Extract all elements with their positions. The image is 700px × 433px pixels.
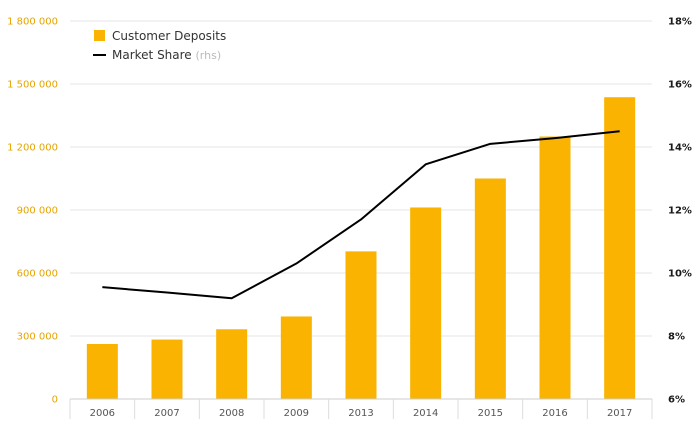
x-axis-tick-label: 2006 xyxy=(90,408,115,419)
right-axis-tick-label: 16% xyxy=(668,80,692,91)
left-axis-tick-label: 1 500 000 xyxy=(7,80,58,91)
x-axis-tick-label: 2017 xyxy=(607,408,632,419)
left-axis-tick-label: 300 000 xyxy=(17,332,58,343)
line-series xyxy=(102,130,620,300)
right-axis-tick-label: 14% xyxy=(668,143,692,154)
bar-customer-deposits xyxy=(345,251,377,399)
x-axis-tick-label: 2014 xyxy=(413,408,438,419)
x-axis-tick-label: 2007 xyxy=(154,408,179,419)
bar-customer-deposits xyxy=(604,97,636,399)
right-axis-tick-label: 18% xyxy=(668,17,692,28)
left-axis-tick-label: 1 200 000 xyxy=(7,143,58,154)
bar-customer-deposits xyxy=(474,178,506,399)
left-axis-tick-label: 0 xyxy=(52,395,58,406)
bar-customer-deposits xyxy=(216,329,248,399)
left-axis-tick-label: 1 800 000 xyxy=(7,17,58,28)
bar-customer-deposits xyxy=(280,316,312,399)
legend: Customer Deposits Market Share (rhs) xyxy=(93,29,226,62)
legend-label-suffix: (rhs) xyxy=(196,49,222,62)
legend-swatch-customer-deposits xyxy=(94,30,105,41)
bar-customer-deposits xyxy=(86,343,118,399)
left-axis-tick-label: 600 000 xyxy=(17,269,58,280)
left-axis-tick-label: 900 000 xyxy=(17,206,58,217)
axes: 0 300 000 600 000 900 000 1 200 000 1 500 000… xyxy=(7,17,692,419)
bar-customer-deposits xyxy=(151,339,183,399)
bars xyxy=(86,97,636,399)
x-axis-tick-label: 2015 xyxy=(478,408,503,419)
x-axis-tick-label: 2009 xyxy=(284,408,309,419)
bar-customer-deposits xyxy=(410,207,442,399)
x-axis-tick-label: 2008 xyxy=(219,408,244,419)
x-axis-tick-label: 2013 xyxy=(348,408,373,419)
bar-customer-deposits xyxy=(539,136,571,399)
right-axis-tick-label: 8% xyxy=(668,332,685,343)
right-axis-tick-label: 10% xyxy=(668,269,692,280)
right-axis-tick-label: 12% xyxy=(668,206,692,217)
legend-label-customer-deposits: Customer Deposits xyxy=(112,29,226,43)
legend-label-market-share: Market Share (rhs) xyxy=(112,48,221,62)
x-axis-tick-label: 2016 xyxy=(542,408,567,419)
right-axis-tick-label: 6% xyxy=(668,395,685,406)
